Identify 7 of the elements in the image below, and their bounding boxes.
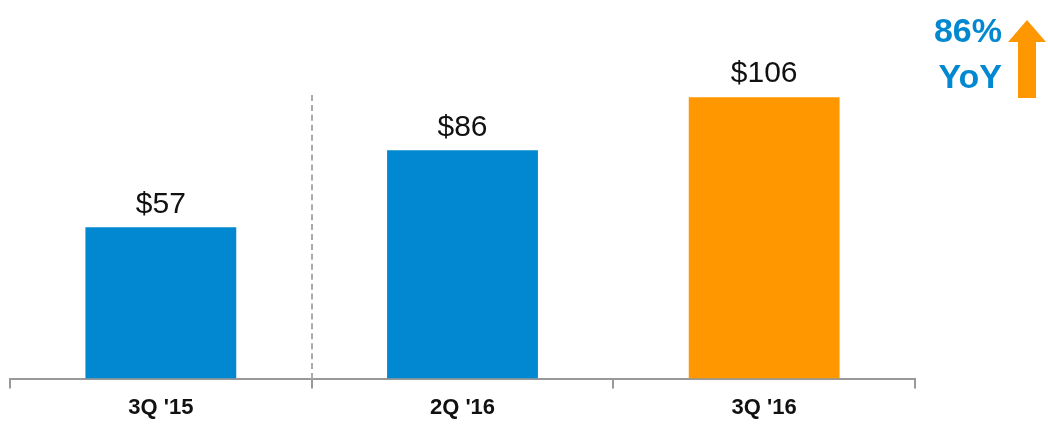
data-label: $57 (135, 185, 186, 219)
x-tick-label: 2Q '16 (429, 393, 496, 419)
text: 86% YoY (933, 11, 1003, 96)
x-tick-label: 3Q '15 (128, 393, 194, 419)
data-label: $86 (437, 108, 488, 142)
x-tick-label: 3Q '16 (731, 393, 797, 419)
data-label: $106 (730, 55, 798, 89)
